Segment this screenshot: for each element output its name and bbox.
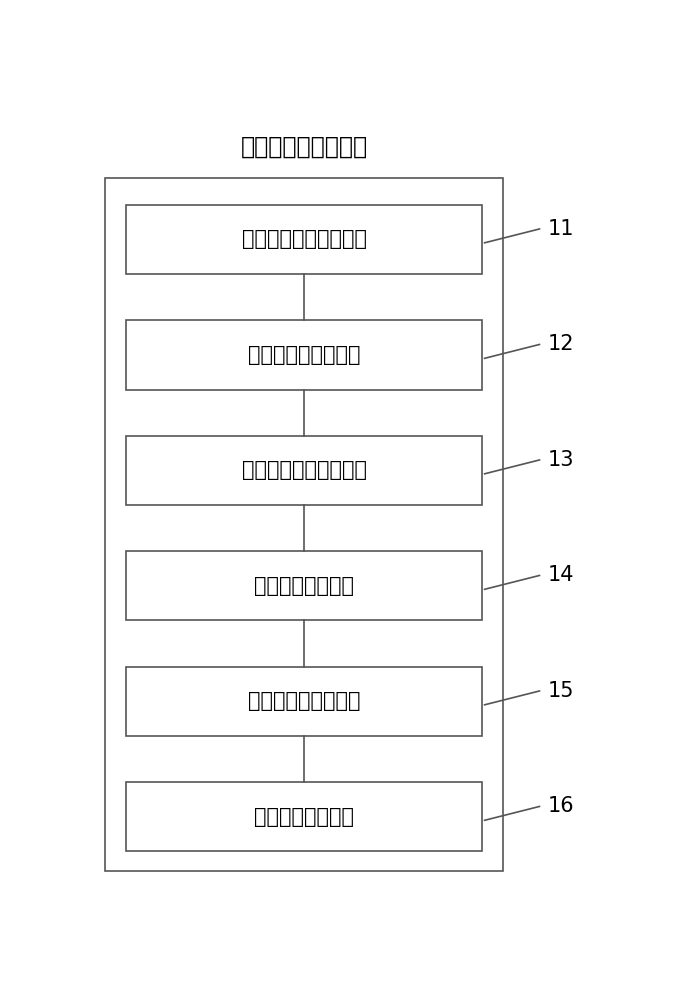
Bar xyxy=(126,205,482,274)
Text: 15: 15 xyxy=(547,681,574,701)
Text: 气体物性参数计算装置: 气体物性参数计算装置 xyxy=(242,460,367,480)
Text: 11: 11 xyxy=(547,219,574,239)
Text: 13: 13 xyxy=(547,450,574,470)
Text: 模型级组合选取装置: 模型级组合选取装置 xyxy=(248,345,360,365)
Bar xyxy=(126,782,482,851)
Bar xyxy=(105,178,503,871)
Bar xyxy=(126,320,482,390)
Text: 离心压缩机设计系统: 离心压缩机设计系统 xyxy=(240,135,368,159)
Bar xyxy=(126,667,482,736)
Text: 性能参数计算装置: 性能参数计算装置 xyxy=(254,576,354,596)
Text: 模型级组合判断装置: 模型级组合判断装置 xyxy=(248,691,360,711)
Text: 设计方案生成装置: 设计方案生成装置 xyxy=(254,807,354,827)
Text: 16: 16 xyxy=(547,796,574,816)
Text: 12: 12 xyxy=(547,334,574,354)
Bar xyxy=(126,436,482,505)
Text: 14: 14 xyxy=(547,565,574,585)
Text: 设计输入参数确定装置: 设计输入参数确定装置 xyxy=(242,229,367,249)
Bar xyxy=(126,551,482,620)
